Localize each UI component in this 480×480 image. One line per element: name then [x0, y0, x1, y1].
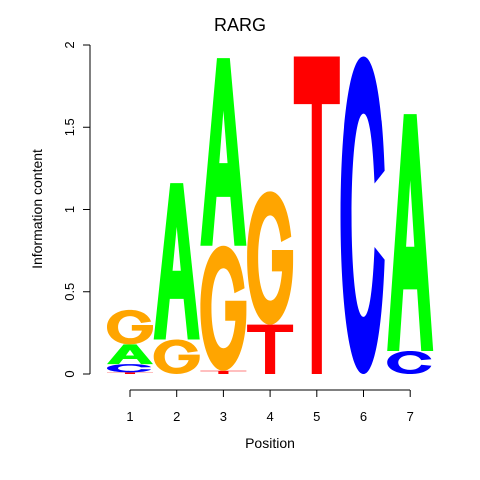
- letter-A-pos-7-1: [387, 114, 434, 351]
- stack-position-1: [107, 309, 153, 374]
- letter-stacks: [107, 56, 434, 374]
- chart-title: RARG: [214, 15, 266, 35]
- stack-position-6: [340, 56, 385, 374]
- stack-position-5: [293, 56, 340, 374]
- letter-G-pos-1-3: [107, 309, 153, 345]
- stack-position-3: [200, 58, 247, 374]
- letter-G-pos-4-1: [247, 191, 294, 325]
- letter-A-pos-2-1: [153, 183, 200, 340]
- y-tick-label-1: 0.5: [62, 283, 77, 301]
- letter-T-pos-3-0: [200, 370, 247, 374]
- stack-position-4: [247, 191, 294, 374]
- x-tick-label-5: 6: [360, 409, 367, 424]
- y-tick-label-0: 0: [62, 370, 77, 377]
- stack-position-2: [153, 183, 200, 374]
- letter-C-pos-7-0: [387, 350, 432, 374]
- letter-T-pos-1-0: [107, 372, 153, 374]
- letter-C-pos-6-0: [340, 56, 385, 374]
- x-axis: 1 2 3 4 5 6 7: [126, 389, 414, 424]
- stack-position-7: [387, 114, 434, 374]
- x-tick-label-3: 4: [266, 409, 273, 424]
- y-tick-label-2: 1: [62, 206, 77, 213]
- letter-A-pos-1-2: [107, 344, 153, 365]
- letter-A-pos-3-2: [200, 58, 247, 246]
- x-tick-label-0: 1: [126, 409, 133, 424]
- y-axis: 0 0.5 1 1.5 2: [62, 41, 91, 378]
- y-tick-label-4: 2: [62, 41, 77, 48]
- y-axis-label: Information content: [29, 149, 45, 269]
- letter-C-pos-1-1: [107, 364, 152, 373]
- y-tick-label-3: 1.5: [62, 118, 77, 136]
- letter-G-pos-2-0: [153, 339, 200, 374]
- letter-T-pos-4-0: [247, 324, 294, 374]
- x-tick-label-6: 7: [407, 409, 414, 424]
- x-axis-label: Position: [245, 435, 295, 451]
- letter-T-pos-5-0: [293, 56, 340, 374]
- x-tick-label-1: 2: [173, 409, 180, 424]
- x-tick-label-2: 3: [220, 409, 227, 424]
- letter-G-pos-3-1: [200, 245, 247, 371]
- x-tick-label-4: 5: [313, 409, 320, 424]
